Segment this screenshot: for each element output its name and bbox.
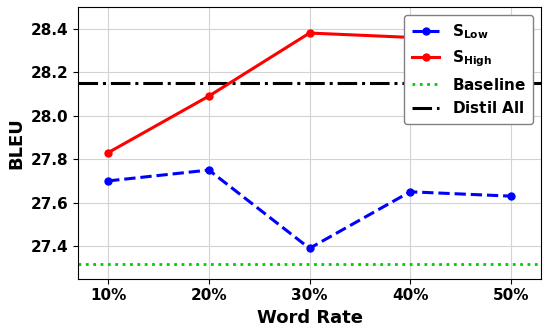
X-axis label: Word Rate: Word Rate — [256, 309, 363, 327]
Legend: $\bf{S_{Low}}$, $\bf{S_{High}}$, $\bf{Baseline}$, $\bf{Distil\ All}$: $\bf{S_{Low}}$, $\bf{S_{High}}$, $\bf{Ba… — [404, 15, 533, 124]
Y-axis label: BLEU: BLEU — [7, 117, 25, 169]
